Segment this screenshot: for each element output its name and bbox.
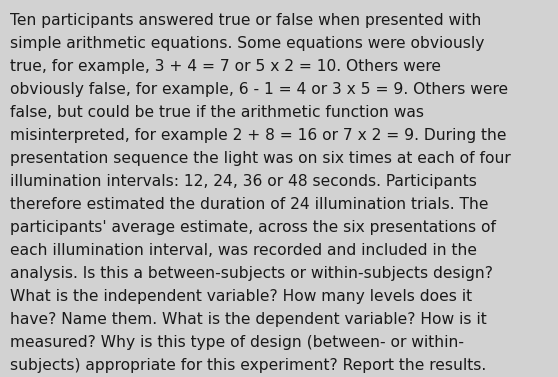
- Text: obviously false, for example, 6 - 1 = 4 or 3 x 5 = 9. Others were: obviously false, for example, 6 - 1 = 4 …: [10, 82, 508, 97]
- Text: subjects) appropriate for this experiment? Report the results.: subjects) appropriate for this experimen…: [10, 358, 486, 373]
- Text: have? Name them. What is the dependent variable? How is it: have? Name them. What is the dependent v…: [10, 312, 487, 327]
- Text: analysis. Is this a between-subjects or within-subjects design?: analysis. Is this a between-subjects or …: [10, 266, 493, 281]
- Text: each illumination interval, was recorded and included in the: each illumination interval, was recorded…: [10, 243, 477, 258]
- Text: therefore estimated the duration of 24 illumination trials. The: therefore estimated the duration of 24 i…: [10, 197, 489, 212]
- Text: misinterpreted, for example 2 + 8 = 16 or 7 x 2 = 9. During the: misinterpreted, for example 2 + 8 = 16 o…: [10, 128, 507, 143]
- Text: measured? Why is this type of design (between- or within-: measured? Why is this type of design (be…: [10, 335, 464, 350]
- Text: false, but could be true if the arithmetic function was: false, but could be true if the arithmet…: [10, 105, 424, 120]
- Text: Ten participants answered true or false when presented with: Ten participants answered true or false …: [10, 13, 482, 28]
- Text: What is the independent variable? How many levels does it: What is the independent variable? How ma…: [10, 289, 472, 304]
- Text: illumination intervals: 12, 24, 36 or 48 seconds. Participants: illumination intervals: 12, 24, 36 or 48…: [10, 174, 477, 189]
- Text: participants' average estimate, across the six presentations of: participants' average estimate, across t…: [10, 220, 496, 235]
- Text: true, for example, 3 + 4 = 7 or 5 x 2 = 10. Others were: true, for example, 3 + 4 = 7 or 5 x 2 = …: [10, 59, 441, 74]
- Text: presentation sequence the light was on six times at each of four: presentation sequence the light was on s…: [10, 151, 511, 166]
- Text: simple arithmetic equations. Some equations were obviously: simple arithmetic equations. Some equati…: [10, 36, 484, 51]
